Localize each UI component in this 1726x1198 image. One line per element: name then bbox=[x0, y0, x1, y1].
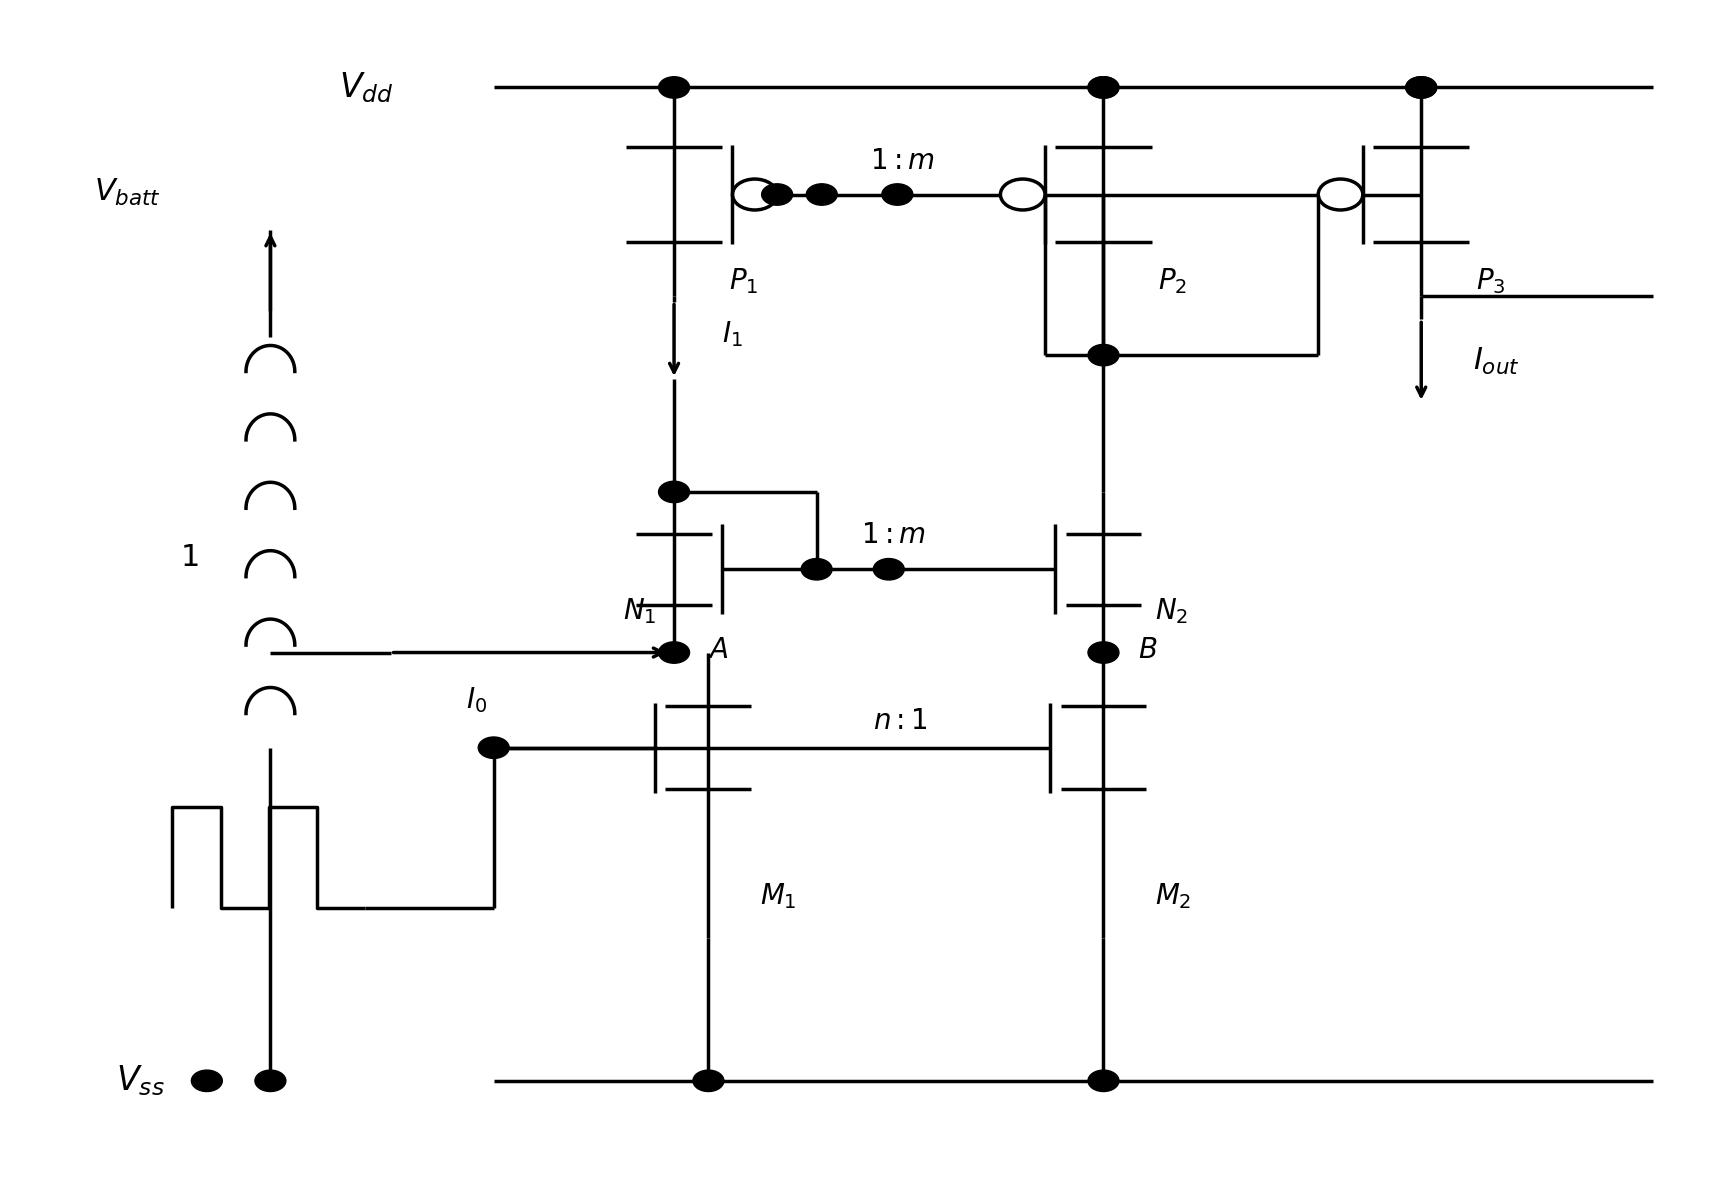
Text: $1:m$: $1:m$ bbox=[870, 147, 935, 175]
Text: $N_1$: $N_1$ bbox=[623, 595, 658, 625]
Text: $I_1$: $I_1$ bbox=[721, 320, 742, 349]
Text: $A$: $A$ bbox=[708, 636, 728, 664]
Text: $V_{ss}$: $V_{ss}$ bbox=[116, 1064, 164, 1099]
Circle shape bbox=[1087, 77, 1118, 98]
Circle shape bbox=[873, 558, 904, 580]
Circle shape bbox=[1087, 1070, 1118, 1091]
Circle shape bbox=[192, 1070, 223, 1091]
Circle shape bbox=[255, 1070, 287, 1091]
Text: $1$: $1$ bbox=[181, 541, 198, 573]
Circle shape bbox=[1405, 77, 1436, 98]
Text: $M_1$: $M_1$ bbox=[759, 882, 796, 912]
Text: $M_2$: $M_2$ bbox=[1155, 882, 1191, 912]
Text: $P_3$: $P_3$ bbox=[1476, 266, 1505, 296]
Circle shape bbox=[1087, 344, 1118, 365]
Circle shape bbox=[1087, 77, 1118, 98]
Circle shape bbox=[659, 77, 689, 98]
Circle shape bbox=[1405, 77, 1436, 98]
Circle shape bbox=[806, 183, 837, 205]
Circle shape bbox=[659, 482, 689, 503]
Text: $n:1$: $n:1$ bbox=[873, 708, 929, 736]
Text: $P_2$: $P_2$ bbox=[1158, 266, 1187, 296]
Text: $1:m$: $1:m$ bbox=[861, 522, 927, 550]
Circle shape bbox=[659, 642, 689, 664]
Text: $V_{batt}$: $V_{batt}$ bbox=[95, 176, 161, 207]
Circle shape bbox=[692, 1070, 723, 1091]
Circle shape bbox=[1087, 642, 1118, 664]
Circle shape bbox=[801, 558, 832, 580]
Text: $I_0$: $I_0$ bbox=[466, 685, 487, 715]
Text: $V_{dd}$: $V_{dd}$ bbox=[338, 71, 394, 104]
Circle shape bbox=[761, 183, 792, 205]
Circle shape bbox=[882, 183, 913, 205]
Circle shape bbox=[478, 737, 509, 758]
Text: $P_1$: $P_1$ bbox=[728, 266, 758, 296]
Text: $N_2$: $N_2$ bbox=[1155, 595, 1187, 625]
Text: $I_{out}$: $I_{out}$ bbox=[1472, 345, 1519, 376]
Text: $B$: $B$ bbox=[1137, 636, 1156, 664]
